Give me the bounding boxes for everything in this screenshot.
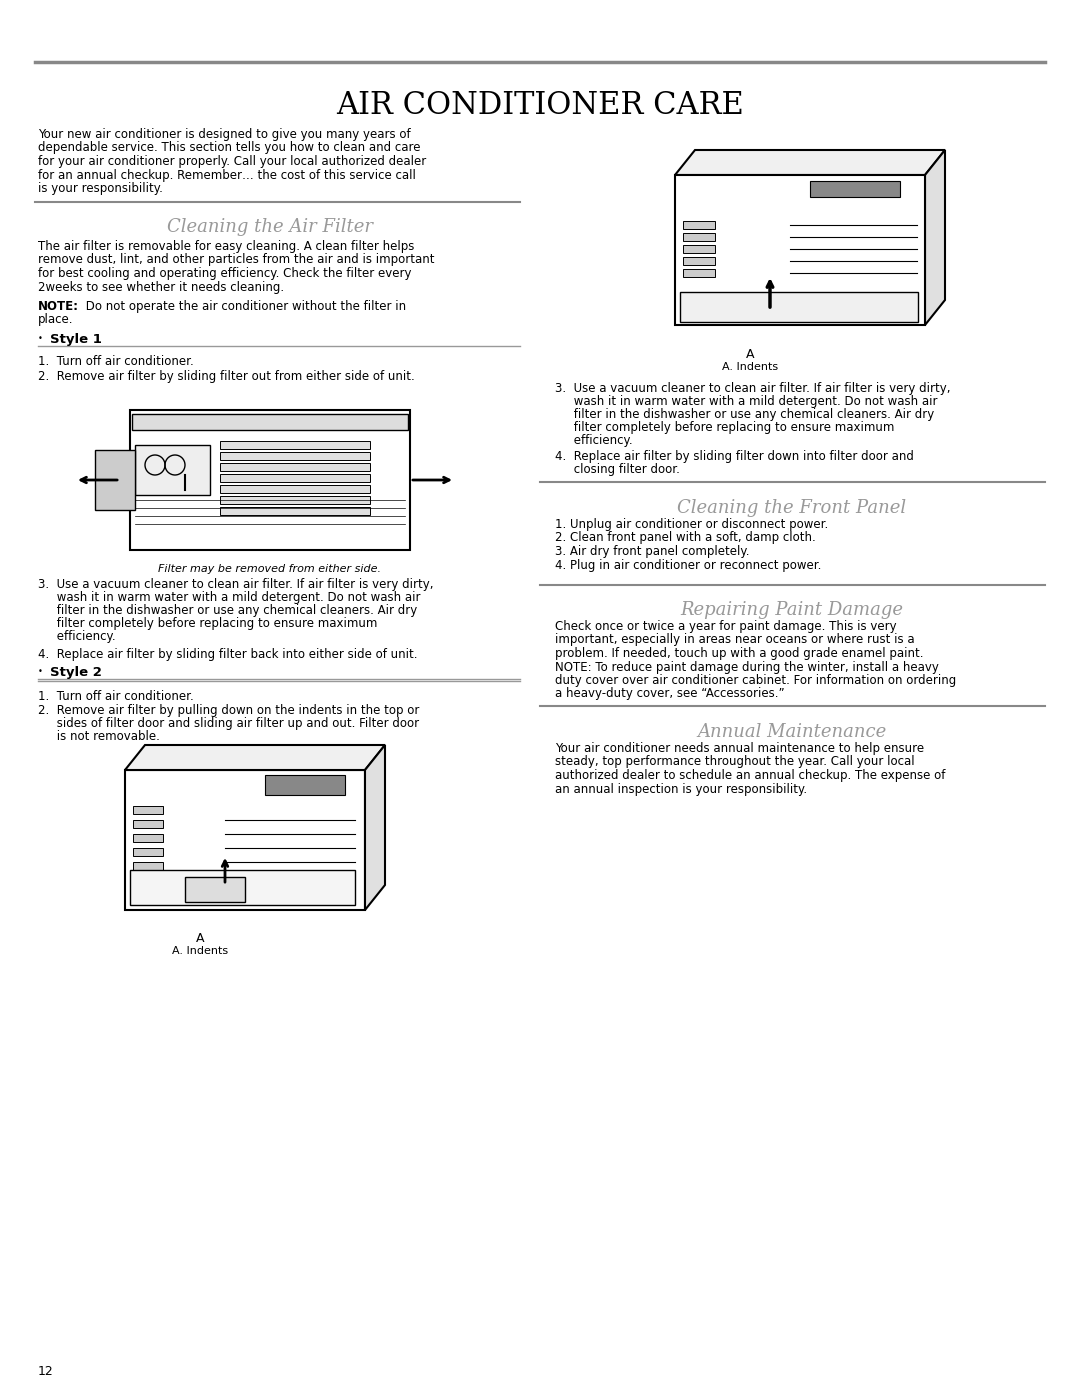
Polygon shape <box>125 745 384 770</box>
Text: 2. Clean front panel with a soft, damp cloth.: 2. Clean front panel with a soft, damp c… <box>555 531 815 545</box>
Bar <box>220 485 370 493</box>
Bar <box>135 446 210 495</box>
Text: 3.  Use a vacuum cleaner to clean air filter. If air filter is very dirty,: 3. Use a vacuum cleaner to clean air fil… <box>555 381 950 395</box>
Text: Filter may be removed from either side.: Filter may be removed from either side. <box>159 564 381 574</box>
Text: problem. If needed, touch up with a good grade enamel paint.: problem. If needed, touch up with a good… <box>555 647 923 659</box>
Text: dependable service. This section tells you how to clean and care: dependable service. This section tells y… <box>38 141 420 155</box>
Text: •: • <box>38 334 43 344</box>
Text: 4. Plug in air conditioner or reconnect power.: 4. Plug in air conditioner or reconnect … <box>555 559 822 571</box>
Text: filter completely before replacing to ensure maximum: filter completely before replacing to en… <box>38 617 377 630</box>
Bar <box>220 462 370 471</box>
Bar <box>133 820 163 828</box>
Text: 1.  Turn off air conditioner.: 1. Turn off air conditioner. <box>38 355 193 367</box>
Text: NOTE: To reduce paint damage during the winter, install a heavy: NOTE: To reduce paint damage during the … <box>555 661 939 673</box>
Text: 4.  Replace air filter by sliding filter down into filter door and: 4. Replace air filter by sliding filter … <box>555 450 914 462</box>
Bar <box>133 806 163 814</box>
Text: filter in the dishwasher or use any chemical cleaners. Air dry: filter in the dishwasher or use any chem… <box>38 604 417 617</box>
Text: A. Indents: A. Indents <box>721 362 778 372</box>
Text: Your new air conditioner is designed to give you many years of: Your new air conditioner is designed to … <box>38 129 410 141</box>
Text: wash it in warm water with a mild detergent. Do not wash air: wash it in warm water with a mild deterg… <box>38 591 420 604</box>
Text: 3.  Use a vacuum cleaner to clean air filter. If air filter is very dirty,: 3. Use a vacuum cleaner to clean air fil… <box>38 578 433 591</box>
Text: closing filter door.: closing filter door. <box>555 462 680 476</box>
Bar <box>133 862 163 870</box>
Bar <box>125 770 365 909</box>
Polygon shape <box>365 745 384 909</box>
Bar <box>265 775 345 795</box>
Text: A: A <box>195 932 204 944</box>
Text: is your responsibility.: is your responsibility. <box>38 182 163 196</box>
Text: authorized dealer to schedule an annual checkup. The expense of: authorized dealer to schedule an annual … <box>555 768 945 782</box>
Polygon shape <box>675 149 945 175</box>
Text: 12: 12 <box>38 1365 54 1377</box>
Text: a heavy-duty cover, see “Accessories.”: a heavy-duty cover, see “Accessories.” <box>555 687 785 700</box>
Text: for an annual checkup. Remember… the cost of this service call: for an annual checkup. Remember… the cos… <box>38 169 416 182</box>
Bar <box>220 507 370 515</box>
Text: remove dust, lint, and other particles from the air and is important: remove dust, lint, and other particles f… <box>38 253 434 267</box>
Text: AIR CONDITIONER CARE: AIR CONDITIONER CARE <box>336 89 744 122</box>
Text: is not removable.: is not removable. <box>38 731 160 743</box>
Text: sides of filter door and sliding air filter up and out. Filter door: sides of filter door and sliding air fil… <box>38 717 419 731</box>
Text: place.: place. <box>38 313 73 326</box>
Bar <box>683 270 715 277</box>
Polygon shape <box>924 149 945 326</box>
Bar <box>220 441 370 448</box>
Text: 2weeks to see whether it needs cleaning.: 2weeks to see whether it needs cleaning. <box>38 281 284 293</box>
Bar <box>680 292 918 321</box>
Bar <box>130 870 355 905</box>
Bar <box>132 414 408 430</box>
Bar <box>683 244 715 253</box>
Text: 3. Air dry front panel completely.: 3. Air dry front panel completely. <box>555 545 750 557</box>
Bar <box>133 834 163 842</box>
Text: important, especially in areas near oceans or where rust is a: important, especially in areas near ocea… <box>555 633 915 647</box>
Bar <box>810 182 900 197</box>
Text: Your air conditioner needs annual maintenance to help ensure: Your air conditioner needs annual mainte… <box>555 742 924 754</box>
Text: duty cover over air conditioner cabinet. For information on ordering: duty cover over air conditioner cabinet.… <box>555 673 956 687</box>
Text: 4.  Replace air filter by sliding filter back into either side of unit.: 4. Replace air filter by sliding filter … <box>38 648 418 661</box>
Text: 1. Unplug air conditioner or disconnect power.: 1. Unplug air conditioner or disconnect … <box>555 518 828 531</box>
Text: Check once or twice a year for paint damage. This is very: Check once or twice a year for paint dam… <box>555 620 896 633</box>
Text: Cleaning the Air Filter: Cleaning the Air Filter <box>167 218 373 236</box>
Bar <box>130 409 410 550</box>
Text: A: A <box>746 348 754 360</box>
Text: Do not operate the air conditioner without the filter in: Do not operate the air conditioner witho… <box>82 300 406 313</box>
Text: The air filter is removable for easy cleaning. A clean filter helps: The air filter is removable for easy cle… <box>38 240 415 253</box>
Text: Cleaning the Front Panel: Cleaning the Front Panel <box>677 499 906 517</box>
Text: NOTE:: NOTE: <box>38 300 79 313</box>
Text: efficiency.: efficiency. <box>555 434 633 447</box>
Text: A. Indents: A. Indents <box>172 946 228 956</box>
Text: steady, top performance throughout the year. Call your local: steady, top performance throughout the y… <box>555 756 915 768</box>
Text: 2.  Remove air filter by sliding filter out from either side of unit.: 2. Remove air filter by sliding filter o… <box>38 370 415 383</box>
Bar <box>220 453 370 460</box>
Text: •: • <box>38 666 43 676</box>
Text: 2.  Remove air filter by pulling down on the indents in the top or: 2. Remove air filter by pulling down on … <box>38 704 419 717</box>
Text: Annual Maintenance: Annual Maintenance <box>698 724 887 740</box>
Text: Style 2: Style 2 <box>50 666 102 679</box>
Bar <box>220 496 370 504</box>
Text: filter in the dishwasher or use any chemical cleaners. Air dry: filter in the dishwasher or use any chem… <box>555 408 934 420</box>
Bar <box>95 450 135 510</box>
Bar <box>683 221 715 229</box>
Text: Repairing Paint Damage: Repairing Paint Damage <box>680 601 904 619</box>
Text: for your air conditioner properly. Call your local authorized dealer: for your air conditioner properly. Call … <box>38 155 427 168</box>
Bar <box>675 175 924 326</box>
Bar <box>185 877 245 902</box>
Text: wash it in warm water with a mild detergent. Do not wash air: wash it in warm water with a mild deterg… <box>555 395 937 408</box>
Text: Style 1: Style 1 <box>50 332 102 346</box>
Text: .: . <box>555 578 558 591</box>
Text: an annual inspection is your responsibility.: an annual inspection is your responsibil… <box>555 782 807 795</box>
Bar <box>133 848 163 856</box>
Text: filter completely before replacing to ensure maximum: filter completely before replacing to en… <box>555 420 894 434</box>
Bar <box>683 233 715 242</box>
Text: 1.  Turn off air conditioner.: 1. Turn off air conditioner. <box>38 690 193 703</box>
Bar <box>683 257 715 265</box>
Text: efficiency.: efficiency. <box>38 630 116 643</box>
Bar <box>220 474 370 482</box>
Text: for best cooling and operating efficiency. Check the filter every: for best cooling and operating efficienc… <box>38 267 411 279</box>
